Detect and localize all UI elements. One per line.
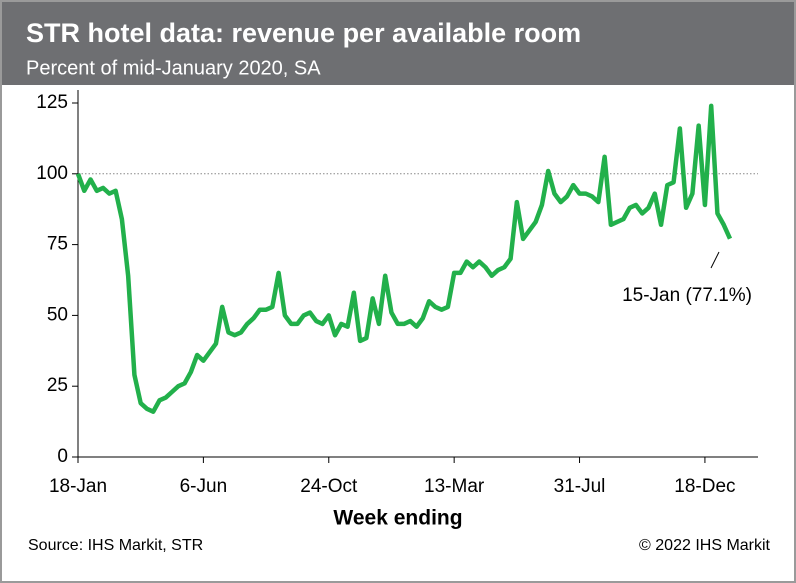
- x-tick-label: 6-Jun: [180, 476, 228, 497]
- source: Source: IHS Markit, STR: [28, 537, 203, 554]
- x-tick-label: 13-Mar: [424, 476, 485, 497]
- y-tick-label: 50: [47, 304, 68, 325]
- y-tick-label: 0: [57, 446, 68, 467]
- x-tick-label: 31-Jul: [554, 476, 606, 497]
- annotation-leader: [710, 251, 720, 269]
- chart-subtitle: Percent of mid-January 2020, SA: [26, 57, 321, 79]
- annotation: 15-Jan (77.1%): [622, 285, 752, 306]
- y-tick-label: 125: [36, 92, 68, 113]
- x-tick-label: 18-Jan: [49, 476, 107, 497]
- data-line: [75, 103, 733, 414]
- x-tick-label: 18-Dec: [674, 476, 735, 497]
- x-tick-label: 24-Oct: [300, 476, 358, 497]
- y-tick-label: 100: [36, 163, 68, 184]
- y-tick-label: 75: [47, 234, 68, 255]
- chart-title: STR hotel data: revenue per available ro…: [26, 18, 581, 48]
- header: [2, 2, 794, 85]
- y-tick-label: 25: [47, 375, 68, 396]
- copyright: © 2022 IHS Markit: [639, 537, 771, 554]
- x-axis-label: Week ending: [333, 507, 462, 530]
